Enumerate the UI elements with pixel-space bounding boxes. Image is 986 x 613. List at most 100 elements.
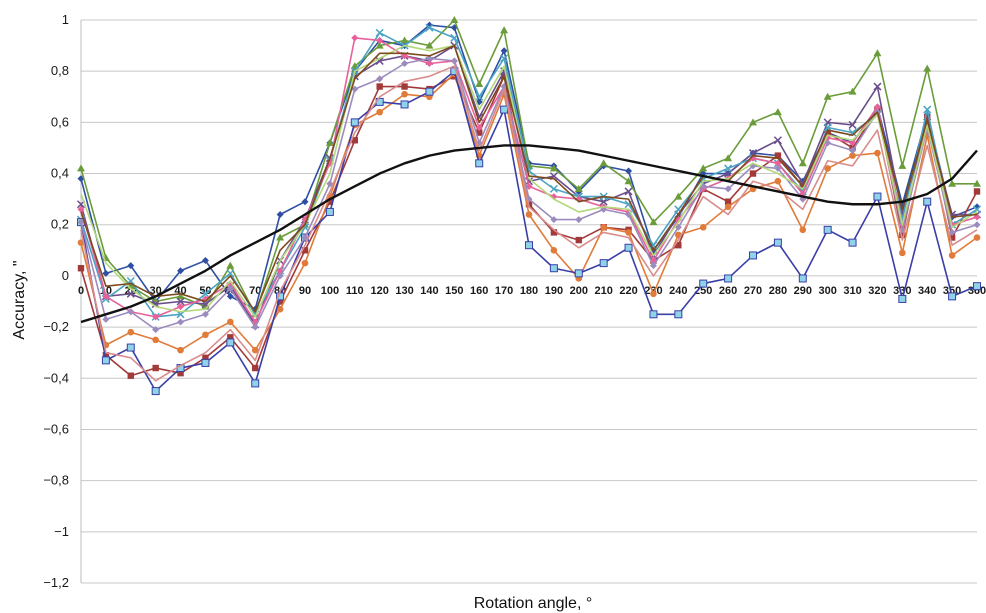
data-point <box>77 164 85 172</box>
data-point <box>350 118 359 127</box>
data-point <box>127 372 134 379</box>
data-point <box>351 137 358 144</box>
data-point <box>201 310 209 318</box>
data-point <box>126 343 135 352</box>
data-point <box>376 36 384 44</box>
data-point <box>351 34 359 42</box>
x-tick-label: 180 <box>520 285 538 297</box>
data-point <box>176 297 185 306</box>
data-point <box>77 218 85 226</box>
x-tick-label: 200 <box>570 285 588 297</box>
data-point <box>724 203 732 211</box>
series-line <box>80 75 978 377</box>
data-point <box>873 49 882 57</box>
x-axis-title: Rotation angle, ° <box>474 595 592 612</box>
data-point <box>625 229 632 236</box>
data-series <box>76 16 982 396</box>
data-point <box>724 274 733 283</box>
data-point <box>226 285 234 293</box>
data-point <box>425 87 434 96</box>
data-point <box>375 41 384 49</box>
data-point <box>699 164 708 172</box>
data-point <box>773 108 782 116</box>
data-point <box>226 292 234 300</box>
data-point <box>973 179 981 187</box>
x-tick-label: 210 <box>594 285 612 297</box>
y-tick-label: 0,2 <box>51 217 69 232</box>
series-3 <box>77 16 981 318</box>
data-point <box>973 234 981 241</box>
data-point <box>500 105 509 114</box>
series-line <box>80 44 978 318</box>
data-point <box>177 346 184 354</box>
data-point <box>948 228 956 236</box>
x-tick-label: 100 <box>321 285 339 297</box>
data-point <box>401 90 408 98</box>
x-tick-label: 50 <box>199 285 211 297</box>
data-point <box>774 159 782 167</box>
series-12 <box>80 65 978 382</box>
series-10 <box>80 44 978 318</box>
x-tick-label: 240 <box>669 285 687 297</box>
data-point <box>948 179 957 187</box>
data-point <box>724 154 733 162</box>
data-point <box>550 216 558 224</box>
data-point <box>749 170 757 177</box>
data-point <box>401 83 408 90</box>
data-point <box>973 188 981 195</box>
x-tick-label: 160 <box>470 285 488 297</box>
data-point <box>325 207 334 216</box>
trend-line <box>80 144 978 324</box>
data-point <box>774 177 782 185</box>
data-point <box>724 198 732 205</box>
data-point <box>102 292 110 300</box>
data-point <box>251 323 259 331</box>
data-point <box>376 75 384 83</box>
y-tick-label: 0,6 <box>51 114 69 129</box>
data-point <box>972 205 982 214</box>
x-tick-label: 250 <box>694 285 712 297</box>
data-point <box>201 289 210 298</box>
data-point <box>674 192 683 200</box>
data-point <box>276 272 284 280</box>
data-point <box>823 92 832 100</box>
data-point <box>848 120 857 129</box>
data-point <box>301 259 309 267</box>
data-point <box>649 310 658 319</box>
data-point <box>202 331 209 339</box>
y-axis-ticks: 1 0,8 0,6 0,4 0,2 0 −0,2 −0,4 −0,6 −0,8 −1 −1,2 <box>43 12 69 590</box>
data-point <box>848 87 857 95</box>
x-tick-label: 280 <box>769 285 787 297</box>
data-point <box>625 167 633 175</box>
data-point <box>177 318 185 326</box>
data-point <box>899 231 906 239</box>
data-point <box>549 264 558 273</box>
data-point <box>450 57 458 65</box>
y-tick-label: −0,2 <box>43 319 69 334</box>
series-line <box>80 44 978 313</box>
data-point <box>948 234 956 241</box>
data-point <box>475 92 484 101</box>
data-point <box>525 211 533 218</box>
data-point <box>550 229 558 236</box>
data-point <box>849 152 856 159</box>
data-point <box>549 184 558 193</box>
data-point <box>101 356 110 365</box>
x-tick-label: 320 <box>868 285 886 297</box>
data-point <box>849 139 857 147</box>
data-point <box>301 234 309 242</box>
data-point <box>152 326 160 334</box>
data-point <box>724 164 733 173</box>
data-point <box>400 36 409 44</box>
data-point <box>923 197 932 206</box>
data-point <box>773 136 782 145</box>
data-point <box>475 159 484 168</box>
data-point <box>276 305 284 313</box>
data-point <box>624 187 633 196</box>
data-point <box>425 54 433 62</box>
data-point <box>202 354 209 361</box>
data-point <box>425 60 433 68</box>
data-point <box>201 358 210 367</box>
data-point <box>774 164 782 172</box>
